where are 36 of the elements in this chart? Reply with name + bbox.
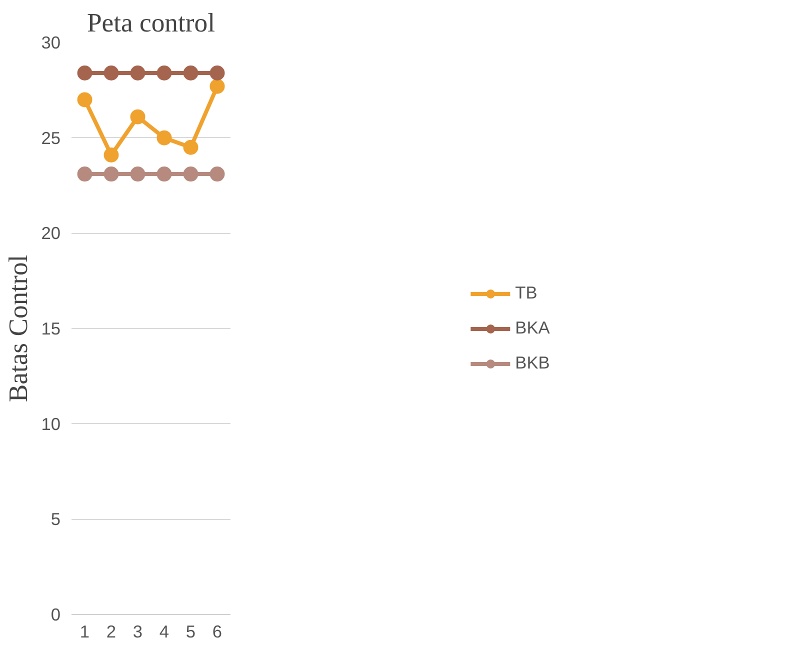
point	[183, 166, 198, 182]
y-tick-label: 25	[41, 128, 61, 148]
point	[183, 140, 198, 155]
point	[77, 92, 92, 108]
point	[77, 166, 92, 182]
x-tick-label: 5	[186, 622, 196, 642]
point	[156, 66, 172, 80]
point	[210, 166, 225, 182]
chart-title: Peta control	[86, 8, 216, 38]
legend-label: BKA	[515, 318, 550, 338]
legend-label: BKB	[515, 352, 550, 374]
x-tick-label: 6	[212, 622, 222, 642]
point	[210, 78, 225, 94]
point	[130, 166, 146, 182]
y-tick-label: 15	[41, 318, 61, 338]
point	[156, 166, 172, 182]
point	[130, 66, 146, 80]
y-tick-label: 5	[50, 509, 61, 530]
point	[156, 130, 172, 146]
point	[104, 166, 119, 182]
x-tick-label: 4	[159, 622, 170, 642]
y-tick-label: 30	[41, 32, 61, 52]
y-axis-title: Batas Control	[3, 254, 34, 402]
x-tick-label: 1	[80, 622, 90, 642]
y-tick-label: 0	[50, 604, 61, 624]
x-tick-label: 3	[132, 622, 143, 642]
y-tick-label: 20	[41, 223, 61, 244]
point	[130, 109, 146, 124]
point	[104, 66, 119, 80]
y-tick-label: 10	[41, 414, 61, 434]
point	[183, 66, 198, 80]
x-tick-label: 2	[106, 622, 116, 642]
point	[210, 66, 225, 80]
legend-label: TB	[515, 282, 538, 304]
point	[77, 66, 92, 80]
point	[104, 148, 119, 162]
